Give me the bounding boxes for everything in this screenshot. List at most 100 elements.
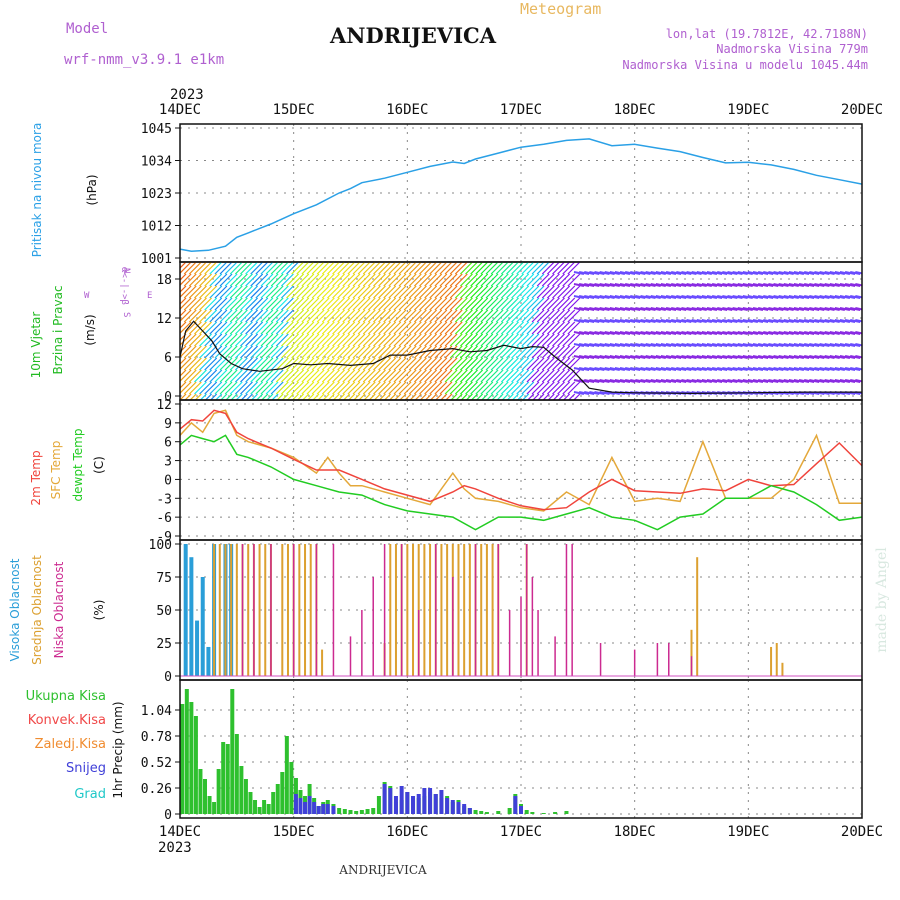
wind-barb — [403, 297, 417, 311]
wind-barb — [358, 393, 366, 400]
wind-barb — [240, 369, 253, 383]
wind-barb — [275, 285, 289, 299]
wind-barb — [332, 285, 345, 299]
wind-barb — [793, 355, 805, 359]
wind-barb — [747, 307, 759, 311]
wind-barb — [378, 333, 392, 347]
precip-bar — [553, 812, 558, 814]
wind-barb — [234, 321, 248, 335]
wind-barb — [429, 333, 443, 347]
wind-barb — [696, 283, 707, 287]
wind-barb — [578, 295, 590, 299]
wind-barb — [419, 369, 432, 383]
wind-barb — [557, 345, 571, 359]
top-tick-label: 19DEC — [727, 102, 769, 118]
wind-barb — [224, 273, 238, 287]
ytick-label: 100 — [149, 538, 172, 553]
wind-barb — [562, 297, 576, 311]
wind-barb — [245, 297, 259, 311]
wind-barb — [388, 357, 402, 371]
cloud-bar — [281, 544, 284, 676]
wind-barb — [604, 307, 615, 311]
wind-barb — [844, 355, 856, 359]
wind-barb — [260, 309, 274, 323]
wind-barb — [624, 331, 636, 335]
wind-barb — [265, 333, 279, 347]
wind-barb — [286, 309, 299, 323]
wind-barb — [408, 321, 422, 335]
wind-barb — [599, 391, 610, 395]
wind-barb — [619, 295, 631, 299]
wind-barb — [275, 369, 289, 383]
wind-barb — [536, 285, 550, 299]
wind-barb — [260, 333, 274, 347]
wind-barb — [594, 271, 605, 275]
wind-barb — [614, 319, 626, 323]
wind-barb — [511, 357, 525, 371]
wind-barb — [500, 381, 514, 395]
wind-barb — [495, 345, 509, 359]
wind-barb — [204, 273, 218, 287]
wind-barb — [470, 273, 484, 287]
precip-bar — [212, 802, 217, 814]
wind-barb — [403, 369, 417, 383]
wind-barb — [260, 345, 274, 359]
wind-barb — [763, 367, 774, 371]
wind-barb — [757, 307, 769, 311]
wind-barb — [839, 379, 851, 383]
wind-barb — [378, 285, 392, 299]
wind-barb — [619, 343, 631, 347]
wind-barb — [449, 309, 463, 323]
wind-barb — [814, 295, 825, 299]
wind-barb — [722, 379, 733, 383]
wind-barb — [234, 381, 248, 395]
wind-barb — [286, 297, 299, 311]
wind-barb — [180, 285, 192, 298]
wind-barb — [194, 262, 207, 275]
wind-barb — [403, 381, 417, 395]
wind-barb — [373, 369, 386, 383]
wind-barb — [737, 295, 748, 299]
wind-barb — [716, 283, 728, 287]
wind-barb — [516, 393, 525, 400]
wind-barb — [322, 393, 330, 400]
wind-barb — [701, 319, 713, 323]
wind-barb — [526, 297, 540, 311]
wind-barb — [541, 309, 555, 323]
wind-barb — [526, 321, 540, 335]
cloud-bar — [508, 610, 511, 676]
wind-barb — [819, 355, 830, 359]
wind-barb — [367, 273, 381, 287]
wind-barb — [660, 343, 672, 347]
wind-barb — [670, 295, 682, 299]
wind-barb — [824, 319, 835, 323]
wind-barb — [183, 309, 197, 323]
wind-barb — [286, 393, 294, 400]
wind-barb — [670, 331, 682, 335]
wind-barb — [357, 333, 371, 347]
wind-barb — [321, 273, 335, 287]
wind-barb — [599, 367, 610, 371]
wind-barb — [337, 357, 351, 371]
precip-bar — [275, 784, 280, 814]
wind-barb — [214, 357, 228, 371]
wind-barb — [624, 307, 636, 311]
wind-barb — [460, 309, 473, 323]
wind-barb — [214, 393, 223, 400]
wind-barb — [660, 295, 672, 299]
wind-barb — [722, 307, 733, 311]
wind-barb — [619, 319, 631, 323]
wind-barb — [778, 283, 789, 287]
wind-barb — [614, 295, 626, 299]
wind-barb — [829, 331, 840, 335]
wind-barb — [214, 345, 228, 359]
wind-barb — [454, 285, 468, 299]
wind-barb — [373, 333, 386, 347]
compass-e: E — [147, 291, 152, 301]
wind-barb — [275, 381, 289, 395]
pressure-unit: (hPa) — [85, 174, 99, 205]
precip-bar — [530, 812, 535, 814]
wind-barb — [803, 295, 815, 299]
wind-barb — [296, 333, 310, 347]
cloud-bar — [394, 544, 397, 676]
